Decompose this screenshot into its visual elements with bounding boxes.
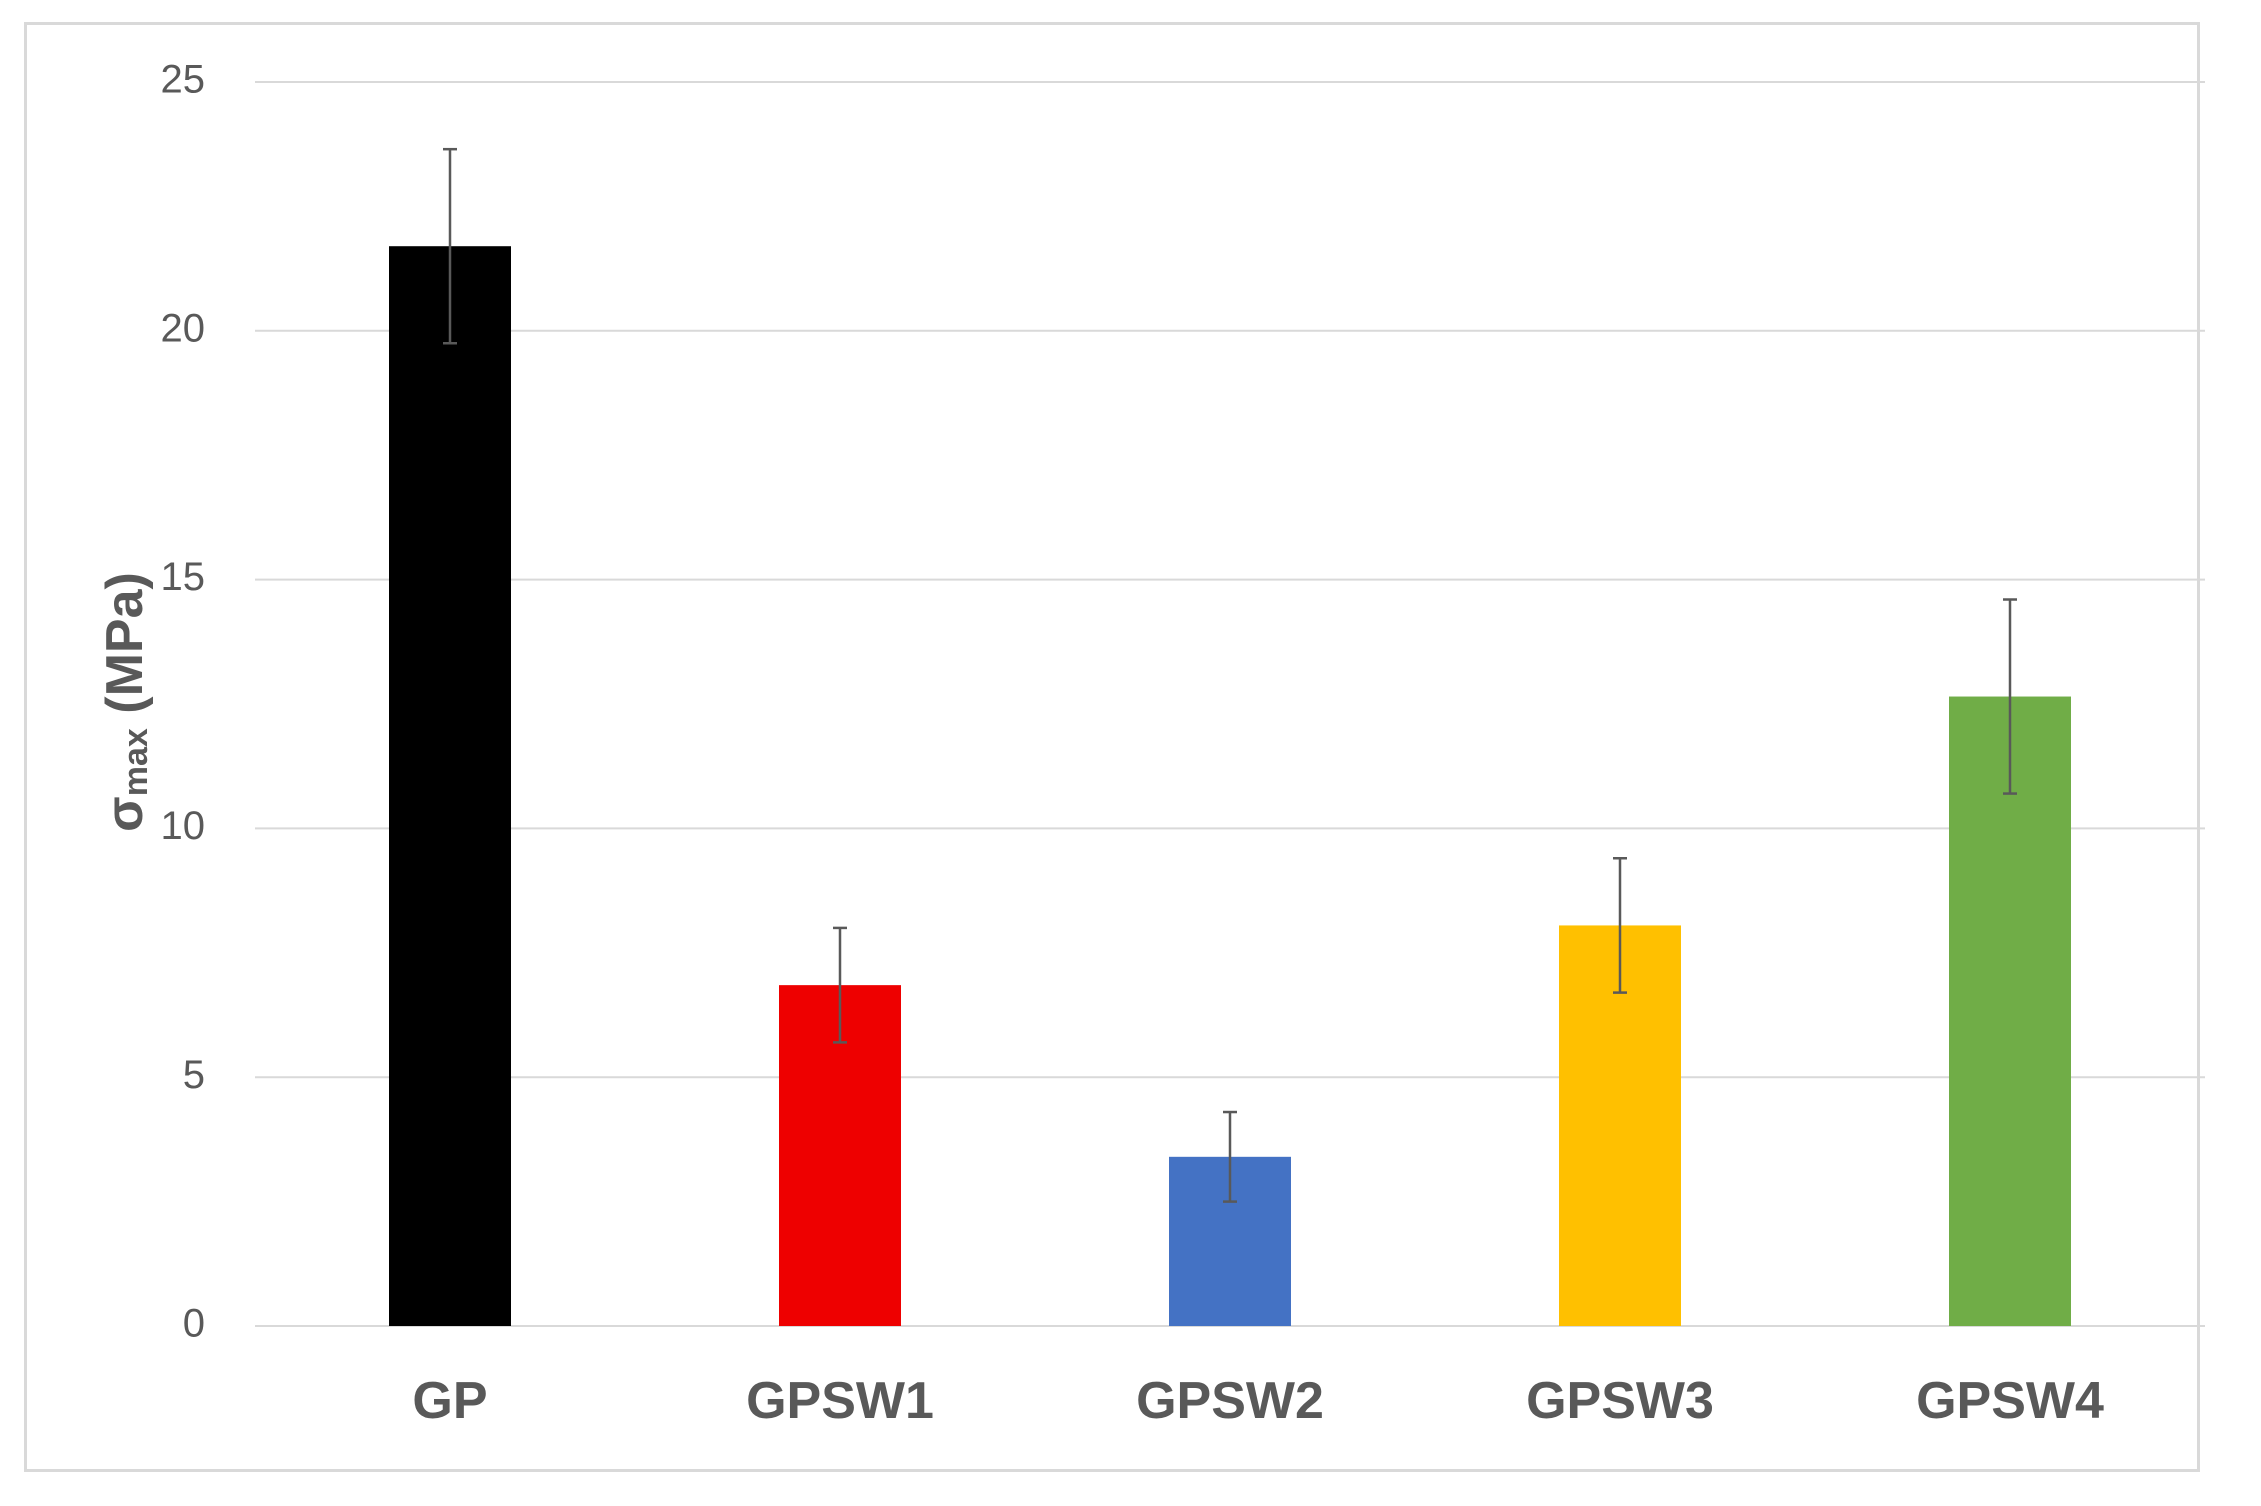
y-tick-label: 10 xyxy=(161,804,206,848)
error-bars xyxy=(443,147,2017,1203)
x-category-label: GP xyxy=(412,1372,487,1430)
bar-gpsw4 xyxy=(1949,696,2071,1326)
y-axis-title-symbol: σ xyxy=(96,796,154,832)
error-bar-gpsw2 xyxy=(1223,1110,1237,1203)
y-axis-title-subscript: max xyxy=(117,728,155,796)
x-category-label: GPSW3 xyxy=(1526,1372,1714,1430)
y-axis-title: σmax (MPa) xyxy=(96,572,155,832)
y-tick-label: 25 xyxy=(161,58,206,102)
x-category-label: GPSW2 xyxy=(1136,1372,1324,1430)
x-category-label: GPSW4 xyxy=(1916,1372,2104,1430)
error-bar-gpsw3 xyxy=(1613,857,1627,994)
error-bar-gpsw1 xyxy=(833,926,847,1044)
x-axis-category-labels: GP GPSW1 GPSW2 GPSW3 GPSW4 xyxy=(412,1372,2104,1430)
error-bar-gp xyxy=(443,147,457,345)
y-axis-title-unit: (MPa) xyxy=(96,572,154,728)
y-tick-label: 20 xyxy=(161,306,206,350)
gridlines xyxy=(255,81,2205,1327)
error-bar-gpsw4 xyxy=(2003,598,2017,795)
y-axis-tick-labels: 0 5 10 15 20 25 xyxy=(161,58,206,1346)
x-category-label: GPSW1 xyxy=(746,1372,934,1430)
y-tick-label: 0 xyxy=(183,1302,205,1346)
y-tick-label: 5 xyxy=(183,1053,205,1097)
bar-gp xyxy=(389,246,511,1326)
chart-frame xyxy=(24,22,2200,1472)
y-tick-label: 15 xyxy=(161,555,206,599)
